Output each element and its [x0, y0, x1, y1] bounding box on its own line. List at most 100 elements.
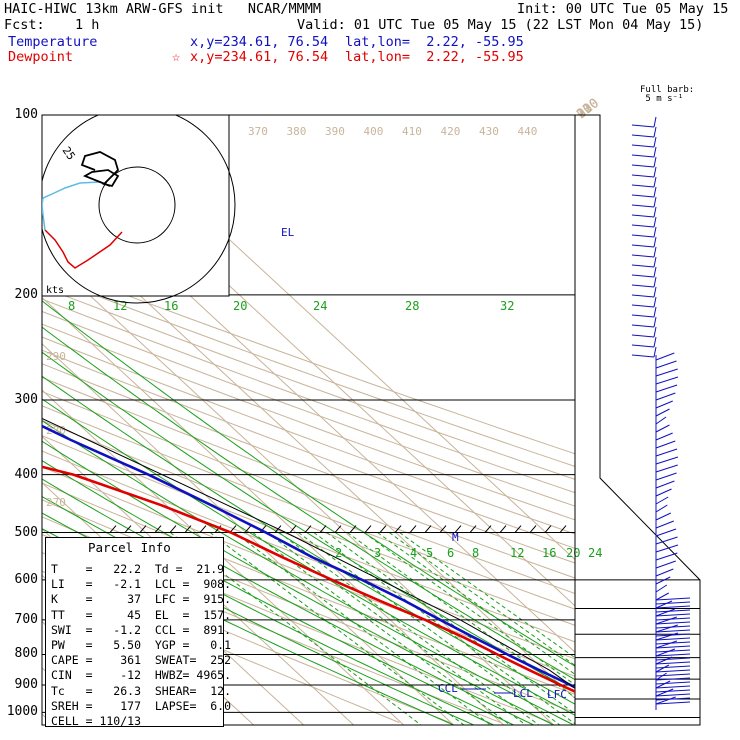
pressure-label: 900	[14, 677, 38, 692]
mixing-ratio-line	[377, 532, 575, 675]
hodograph-ring-label: 25	[60, 144, 78, 162]
wind-barb	[631, 144, 655, 148]
pressure-label: 300	[14, 392, 38, 407]
isobar-tick	[379, 525, 387, 533]
wind-barb-flag	[653, 346, 657, 358]
wind-barb-flag	[653, 206, 657, 218]
wind-barb	[655, 648, 676, 657]
isobar-tick	[214, 525, 222, 533]
dewpoint-curve	[42, 465, 575, 694]
wind-barb	[631, 224, 655, 228]
forecast-label: Fcst:	[4, 17, 45, 33]
wind-barb	[655, 608, 675, 617]
dry-adiabat-line	[42, 570, 400, 723]
wind-barb	[655, 448, 678, 457]
wind-barb	[655, 605, 691, 609]
parcel-info-row: CAPE = 361 SWEAT= 252	[51, 653, 232, 668]
parcel-curve	[42, 417, 575, 689]
wind-barb	[655, 701, 691, 705]
wind-barb	[655, 669, 691, 673]
wind-barb	[631, 354, 655, 358]
temperature-latlon: lat,lon= 2.22, -55.95	[345, 34, 524, 50]
wind-barb	[655, 464, 678, 473]
parcel-info-row: T = 22.2 Td = 21.9	[51, 562, 225, 576]
mixing-ratio-label: 6	[447, 546, 454, 560]
wind-barb	[655, 649, 691, 653]
isobar-tick	[499, 525, 507, 533]
wind-barb	[631, 324, 655, 328]
mixing-ratio-label: 4	[410, 546, 417, 560]
dry-adiabat-line	[42, 298, 575, 494]
hodograph-trace-mid	[42, 181, 111, 231]
wind-barb	[655, 613, 691, 617]
wind-barb-flag	[653, 176, 657, 188]
wind-barb-flag	[653, 196, 657, 208]
mixing-ratio-line	[169, 532, 422, 725]
wind-barb-flag	[653, 166, 657, 178]
pressure-label: 1000	[6, 704, 38, 720]
theta-label: 410	[402, 125, 422, 138]
wind-barb	[655, 677, 691, 681]
dry-adiabat-line	[42, 336, 575, 535]
wind-barb-flag	[653, 316, 657, 328]
isobar-tick	[304, 525, 312, 533]
wind-barb	[655, 656, 673, 665]
wind-barb	[655, 609, 691, 613]
wind-barb	[631, 174, 655, 178]
isobar-tick	[349, 525, 357, 533]
wind-barb-flag	[653, 136, 657, 148]
isobar-tick	[124, 525, 132, 533]
wind-barb	[655, 681, 691, 685]
temperature-legend: Temperature	[8, 34, 98, 50]
wind-barb	[655, 504, 668, 513]
wind-barb-flag	[653, 336, 657, 348]
hodograph-box	[42, 115, 230, 297]
isobar-tick	[544, 525, 552, 533]
parcel-info-row: CELL = 110/13	[51, 714, 142, 728]
valid-time: Valid: 01 UTC Tue 05 May 15 (22 LST Mon …	[297, 17, 704, 33]
wind-barb	[655, 488, 672, 497]
dry-adiabat-line	[42, 405, 575, 610]
dry-adiabat-line	[42, 482, 575, 695]
wind-barb	[655, 512, 671, 521]
isobar-tick	[169, 525, 177, 533]
wind-barb	[631, 314, 655, 318]
dewpoint-marker-icon: ☆	[172, 49, 181, 65]
wind-barb	[655, 673, 691, 677]
wind-barb	[655, 637, 691, 641]
isobar-tick	[439, 525, 447, 533]
dry-adiabat-line	[42, 310, 575, 507]
wind-barb	[655, 384, 678, 393]
init-time: Init: 00 UTC Tue 05 May 15	[517, 1, 729, 17]
forecast-value: 1 h	[75, 17, 100, 33]
dry-adiabat-line	[42, 274, 575, 467]
dry-adiabat-line	[42, 420, 575, 626]
moist-adiabat-line	[42, 460, 534, 725]
wind-barb	[655, 472, 677, 481]
mixing-ratio-line	[209, 532, 465, 725]
wind-barb	[655, 696, 676, 705]
wind-barb	[655, 672, 667, 681]
wind-barb	[655, 625, 691, 629]
wind-barb	[655, 592, 669, 601]
parcel-info-row: SWI = -1.2 CCL = 891.	[51, 622, 232, 637]
dewpoint-legend: Dewpoint	[8, 49, 74, 65]
wind-barb	[631, 184, 655, 188]
dewpoint-latlon: lat,lon= 2.22, -55.95	[345, 49, 524, 65]
wind-barb	[655, 480, 675, 489]
dry-adiabat-line	[42, 450, 575, 660]
isobar-tick	[334, 525, 342, 533]
wind-barb	[631, 264, 655, 268]
wind-barb	[655, 376, 679, 385]
isotherm-line	[44, 115, 575, 607]
wind-barb	[655, 661, 691, 665]
parcel-info-row: Tc = 26.3 SHEAR= 12.	[51, 683, 232, 698]
wind-barb	[655, 685, 691, 689]
pressure-label: 500	[14, 524, 38, 540]
parcel-info-row: SREH = 177 LAPSE= 6.0	[51, 698, 232, 713]
wind-barb	[631, 344, 655, 348]
isotherm-label: -30	[574, 96, 602, 122]
wind-barb	[655, 520, 674, 529]
moist-adiabat-label: 24	[313, 299, 327, 313]
isobar-tick	[109, 525, 117, 533]
